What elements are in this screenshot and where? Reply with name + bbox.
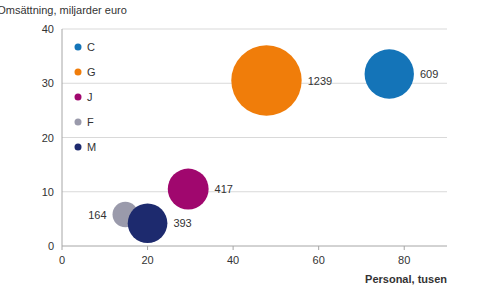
x-axis-label: Personal, tusen — [365, 273, 447, 285]
x-tick — [404, 246, 405, 250]
legend-marker — [75, 144, 82, 151]
legend-marker — [75, 94, 82, 101]
y-axis-label: Omsättning, miljarder euro — [0, 4, 127, 16]
data-label: 1239 — [308, 75, 332, 87]
legend-marker — [75, 69, 82, 76]
x-tick-label: 80 — [398, 254, 410, 266]
bubbles — [113, 45, 414, 243]
legend-label: F — [87, 116, 94, 128]
bubble — [231, 45, 301, 115]
legend-label: M — [87, 141, 96, 153]
data-label: 393 — [173, 217, 191, 229]
y-tick-label: 20 — [42, 132, 54, 144]
x-tick — [147, 246, 148, 250]
x-tick-label: 20 — [141, 254, 153, 266]
chart: 0 10 20 30 40 0 20 40 60 80 Omsättning, miljarder … — [0, 0, 491, 302]
legend-marker — [75, 119, 82, 126]
x-tick — [62, 246, 63, 250]
x-tick-label: 0 — [59, 254, 65, 266]
y-tick-label: 0 — [48, 240, 54, 252]
legend-marker — [75, 44, 82, 51]
bubble — [168, 169, 209, 210]
y-tick-label: 30 — [42, 77, 54, 89]
data-label: 164 — [88, 209, 106, 221]
bubble — [365, 49, 414, 98]
y-axis — [62, 29, 63, 246]
legend-label: G — [87, 66, 96, 78]
x-tick — [318, 246, 319, 250]
grid-line — [62, 191, 447, 192]
y-tick-label: 40 — [42, 23, 54, 35]
x-tick-label: 40 — [227, 254, 239, 266]
bubble — [128, 203, 168, 243]
y-tick-label: 10 — [42, 186, 54, 198]
legend-label: C — [87, 41, 95, 53]
x-tick-label: 60 — [313, 254, 325, 266]
grid-line — [62, 29, 447, 30]
x-axis — [62, 246, 447, 247]
data-label: 609 — [420, 68, 438, 80]
legend-label: J — [87, 91, 93, 103]
data-label: 417 — [215, 183, 233, 195]
x-tick — [233, 246, 234, 250]
grid-line — [62, 137, 447, 138]
